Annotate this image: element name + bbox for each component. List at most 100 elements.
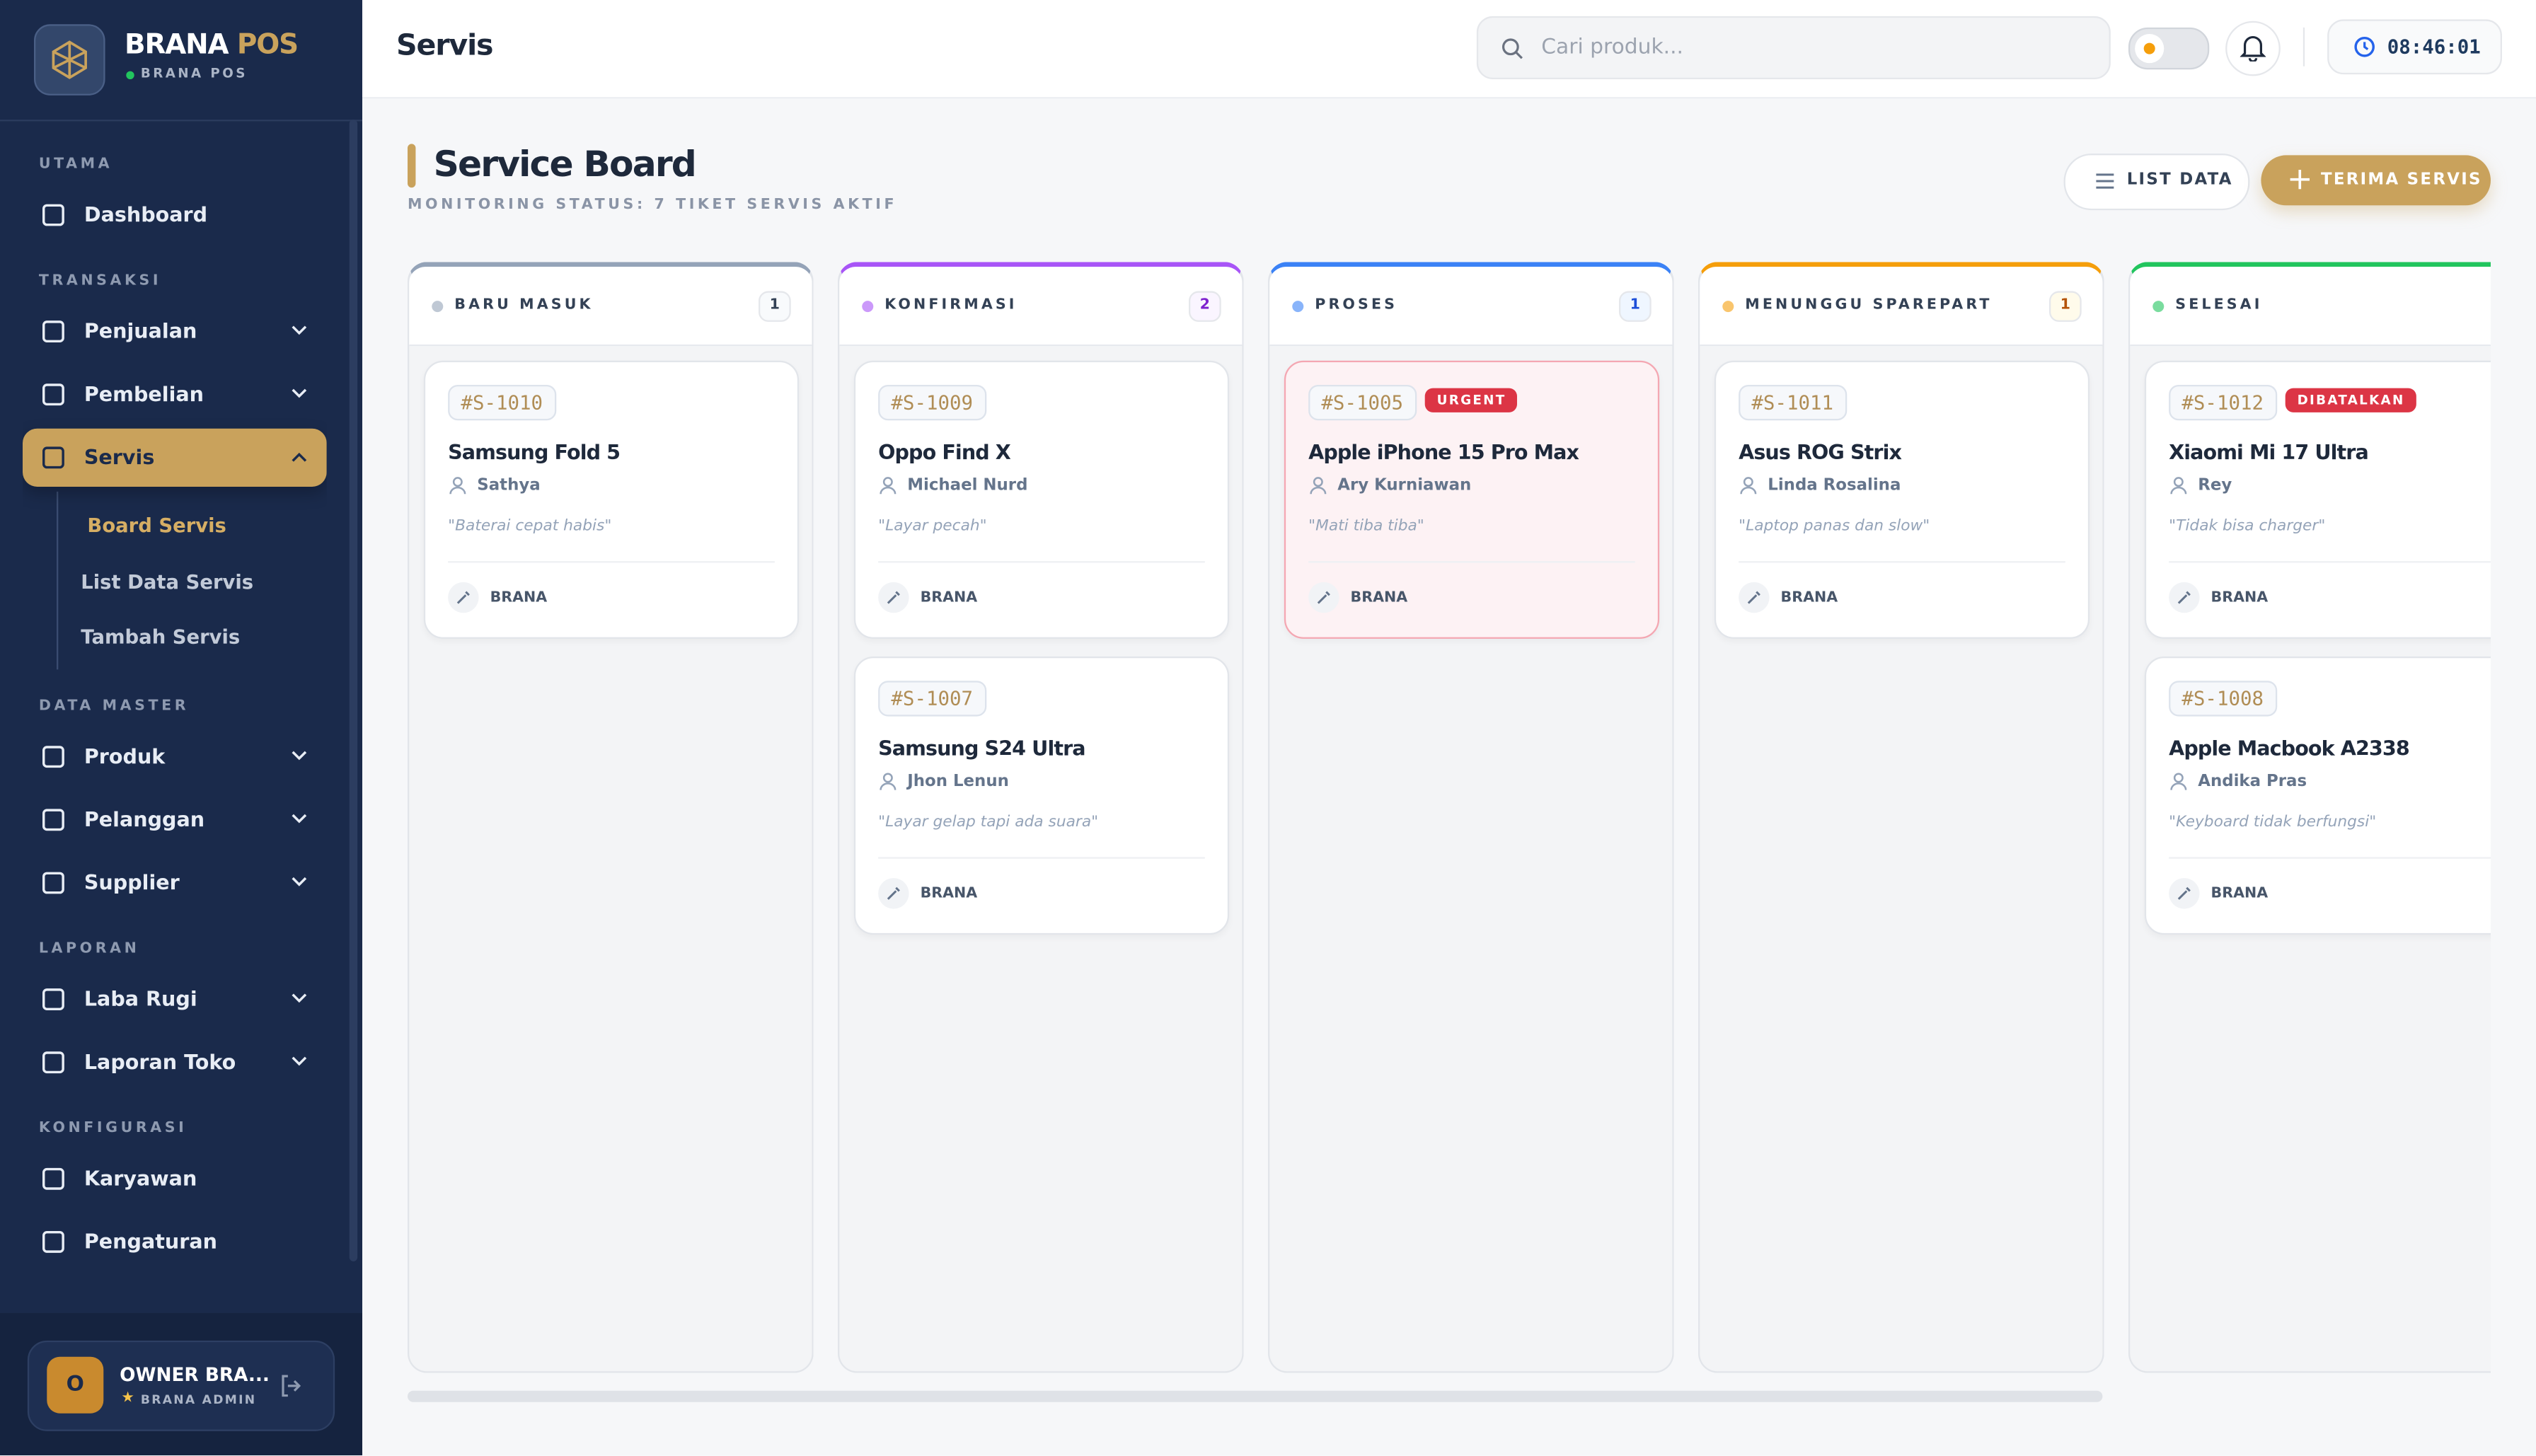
search[interactable]: Cari produk... xyxy=(1476,16,2111,79)
service-card[interactable]: #S-1012 DIBATALKAN Xiaomi Mi 17 Ultra Rey "T… xyxy=(2144,360,2491,639)
clock-time: 08:46:01 xyxy=(2387,35,2481,59)
customer-name: Jhon Lenun xyxy=(880,773,1009,791)
nav-section-title: DATA MASTER xyxy=(38,698,190,715)
nav-item[interactable]: Pelanggan xyxy=(23,790,327,848)
nav-item[interactable]: Servis xyxy=(22,428,327,487)
column-title: BARU MASUK xyxy=(454,297,594,314)
divider xyxy=(448,561,775,563)
user-card[interactable]: O OWNER BRA... ★ BRANA ADMIN xyxy=(27,1340,335,1431)
board-subtitle: MONITORING STATUS: 7 TIKET SERVIS AKTIF xyxy=(407,197,898,214)
technician: BRANA xyxy=(490,590,548,607)
device-name: Samsung Fold 5 xyxy=(448,439,621,464)
device-name: Apple Macbook A2338 xyxy=(2169,735,2410,761)
nav-item[interactable]: Karyawan xyxy=(23,1149,327,1207)
nav-label: Laporan Toko xyxy=(83,1048,236,1073)
service-card[interactable]: #S-1007 Samsung S24 Ultra Jhon Lenun "Layar… xyxy=(853,656,1230,935)
customer-name: Linda Rosalina xyxy=(1740,477,1901,495)
button-label: LIST DATA xyxy=(2126,171,2233,190)
customer-name: Rey xyxy=(2170,477,2232,495)
nav-item[interactable]: Produk xyxy=(23,727,327,785)
nav-section-title: KONFIGURASI xyxy=(38,1119,188,1136)
device-name: Asus ROG Strix xyxy=(1739,439,1902,464)
nav-item[interactable]: Dashboard xyxy=(23,186,327,244)
column-header: KONFIRMASI 2 xyxy=(839,267,1243,347)
header: Servis Cari produk... 08:46:01 xyxy=(362,0,2536,99)
nav-label: Produk xyxy=(83,743,166,768)
logo xyxy=(33,24,105,96)
nav-item[interactable]: Penjualan xyxy=(23,302,327,360)
user-panel: O OWNER BRA... ★ BRANA ADMIN xyxy=(0,1312,362,1456)
submenu-item[interactable]: Board Servis xyxy=(87,514,226,537)
kanban-column: KONFIRMASI 2 #S-1009 Oppo Find X Michael Nur… xyxy=(837,262,1244,1373)
sidebar: BRANA POS BRANA POS UTAMA Dashboard TRANSA… xyxy=(0,0,362,1456)
status-dot xyxy=(432,301,444,313)
technician: BRANA xyxy=(1780,590,1838,607)
service-card[interactable]: #S-1008 Apple Macbook A2338 Andika Pras "Ke… xyxy=(2144,656,2491,935)
column-header: SELESAI xyxy=(2130,267,2491,347)
page-title: Servis xyxy=(396,29,494,64)
divider xyxy=(878,561,1205,563)
column-title: SELESAI xyxy=(2175,297,2263,314)
nav-label: Pengaturan xyxy=(83,1227,217,1253)
customer-name: Ary Kurniawan xyxy=(1310,477,1472,495)
scrollbar[interactable] xyxy=(349,120,358,1261)
tech-icon xyxy=(2169,878,2200,909)
nav-label: Pembelian xyxy=(83,381,204,406)
technician: BRANA xyxy=(920,590,978,607)
avatar: O xyxy=(47,1356,104,1414)
column-header: BARU MASUK 1 xyxy=(409,267,812,347)
terima-servis-button[interactable]: TERIMA SERVIS xyxy=(2261,155,2491,206)
service-card[interactable]: #S-1010 Samsung Fold 5 Sathya "Baterai cepa… xyxy=(423,360,800,639)
service-card[interactable]: #S-1009 Oppo Find X Michael Nurd "Layar pec… xyxy=(853,360,1230,639)
complaint: "Mati tiba tiba" xyxy=(1308,517,1424,536)
nav-label: Karyawan xyxy=(83,1165,197,1190)
submenu-item[interactable]: Tambah Servis xyxy=(81,625,241,649)
column-header: PROSES 1 xyxy=(1269,267,1673,347)
tech-icon xyxy=(1308,582,1339,613)
nav-item[interactable]: Laba Rugi xyxy=(23,969,327,1027)
ticket-id: #S-1005 xyxy=(1308,384,1417,421)
technician: BRANA xyxy=(2211,590,2269,607)
customer-text: Jhon Lenun xyxy=(907,773,1009,791)
status-dot xyxy=(862,301,874,313)
submenu: Board Servis List Data Servis Tambah Servi… xyxy=(56,491,327,669)
theme-toggle[interactable] xyxy=(2128,27,2210,70)
submenu-item[interactable]: List Data Servis xyxy=(81,570,254,593)
nav-item[interactable]: Laporan Toko xyxy=(23,1032,327,1090)
list-data-button[interactable]: LIST DATA xyxy=(2063,154,2250,211)
nav-section-title: UTAMA xyxy=(38,156,113,173)
divider xyxy=(1739,561,2065,563)
column-count: 1 xyxy=(2048,291,2082,322)
technician: BRANA xyxy=(2211,886,2269,903)
customer-name: Michael Nurd xyxy=(880,477,1027,495)
complaint: "Layar pecah" xyxy=(878,517,987,536)
divider xyxy=(2169,561,2491,563)
horizontal-scrollbar[interactable] xyxy=(407,1390,2103,1402)
status-dot xyxy=(2152,301,2165,313)
nav-item[interactable]: Pembelian xyxy=(23,366,327,424)
notifications[interactable] xyxy=(2225,21,2281,76)
nav-label: Laba Rugi xyxy=(83,986,197,1010)
nav-label: Supplier xyxy=(83,869,180,894)
kanban-column: MENUNGGU SPAREPART 1 #S-1011 Asus ROG Strix… xyxy=(1698,262,2104,1373)
customer-name: Sathya xyxy=(449,477,541,495)
nav-label: Dashboard xyxy=(83,202,208,226)
ticket-id: #S-1011 xyxy=(1739,384,1847,421)
customer-name: Andika Pras xyxy=(2170,773,2307,791)
customer-text: Andika Pras xyxy=(2198,773,2307,791)
customer-text: Ary Kurniawan xyxy=(1337,477,1472,495)
status-badge: URGENT xyxy=(1425,388,1518,412)
customer-text: Rey xyxy=(2198,477,2232,495)
service-card[interactable]: #S-1005 URGENT Apple iPhone 15 Pro Max Ary … xyxy=(1284,360,1660,639)
brand-name: BRANA xyxy=(124,29,229,62)
service-card[interactable]: #S-1011 Asus ROG Strix Linda Rosalina "Lapt… xyxy=(1714,360,2090,639)
nav-item[interactable]: Supplier xyxy=(23,853,327,911)
technician: BRANA xyxy=(920,886,978,903)
nav-item[interactable]: Pengaturan xyxy=(23,1212,327,1270)
column-title: MENUNGGU SPAREPART xyxy=(1745,297,1993,314)
ticket-id: #S-1009 xyxy=(878,384,986,421)
logout[interactable] xyxy=(278,1373,304,1399)
brand-accent: POS xyxy=(236,29,299,62)
complaint: "Layar gelap tapi ada suara" xyxy=(878,813,1099,831)
